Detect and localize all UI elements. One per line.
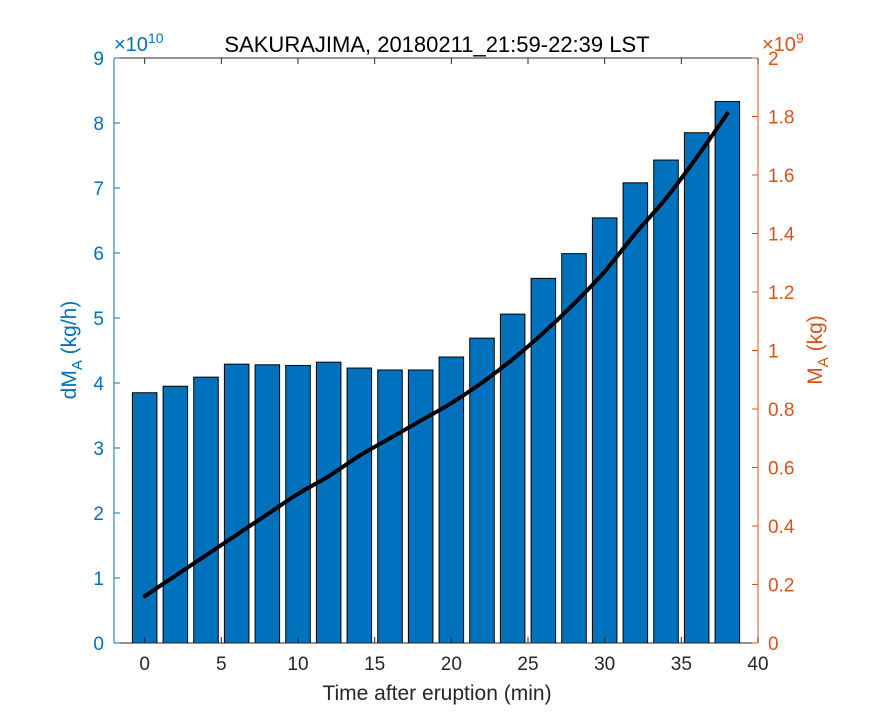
bar-14 — [346, 367, 373, 644]
bar-34 — [653, 159, 679, 644]
svg-text:×109: ×109 — [762, 30, 804, 56]
bar-0 — [131, 392, 158, 644]
bar-8 — [254, 364, 281, 644]
x-tick-label: 15 — [364, 654, 385, 675]
x-tick-label: 40 — [747, 654, 768, 675]
right-tick-label: 1.4 — [768, 225, 795, 246]
left-y-label-main: dM — [58, 370, 81, 399]
left-tick-label: 1 — [93, 569, 104, 590]
bar-24 — [499, 313, 526, 644]
right-exponent-label: ×109 — [762, 30, 804, 56]
left-tick-label: 2 — [93, 504, 104, 525]
left-tick-label: 8 — [93, 114, 104, 135]
bar-28 — [561, 253, 587, 644]
left-tick-label: 4 — [93, 374, 104, 395]
right-y-label-sub: A — [815, 357, 832, 367]
right-tick-label: 1.2 — [768, 283, 794, 304]
svg-text:×1010: ×1010 — [114, 30, 164, 56]
x-axis-label: Time after eruption (min) — [322, 682, 551, 705]
bar-32 — [622, 182, 649, 644]
right-exponent-prefix: ×10 — [762, 34, 796, 56]
right-exponent-power: 9 — [796, 30, 804, 46]
bar-12 — [315, 361, 342, 644]
axes: 0 5 10 15 20 25 30 35 40012345678900.20.40.60.81… — [93, 49, 794, 675]
left-exponent-label: ×1010 — [114, 30, 164, 56]
left-tick-label: 6 — [93, 244, 104, 265]
left-y-axis-label: dMA (kg/h) — [58, 301, 86, 400]
left-y-label-sub: A — [69, 360, 86, 370]
left-tick-label: 5 — [93, 309, 104, 330]
right-tick-label: 1.6 — [768, 166, 794, 187]
right-y-label-rest: (kg) — [804, 315, 827, 357]
x-tick-label: 10 — [287, 654, 308, 675]
left-y-label-rest: (kg/h) — [58, 301, 81, 361]
right-tick-label: 0.6 — [768, 459, 794, 480]
chart-title: SAKURAJIMA, 20180211_21:59-22:39 LST — [224, 32, 649, 57]
bar-16 — [377, 369, 403, 644]
left-tick-label: 3 — [93, 439, 104, 460]
left-tick-label: 9 — [93, 49, 104, 70]
bar-6 — [223, 363, 250, 644]
bar-series — [131, 101, 741, 644]
right-tick-label: 2 — [768, 49, 779, 70]
x-tick-label: 30 — [594, 654, 615, 675]
bar-38 — [714, 101, 741, 644]
bar-4 — [193, 376, 219, 644]
left-exponent-power: 10 — [148, 30, 164, 46]
left-tick-label: 0 — [93, 634, 104, 655]
right-tick-label: 1 — [768, 342, 779, 363]
bar-2 — [162, 385, 189, 644]
cumulative-mass-line — [142, 111, 730, 599]
right-y-label-main: M — [804, 367, 827, 385]
bar-10 — [285, 364, 311, 644]
right-tick-label: 0.8 — [768, 400, 794, 421]
bar-18 — [407, 369, 434, 644]
right-y-axis-label: MA (kg) — [804, 315, 832, 385]
x-tick-label: 0 — [139, 654, 150, 675]
left-tick-label: 7 — [93, 179, 104, 200]
left-exponent-prefix: ×10 — [114, 34, 148, 56]
right-tick-label: 0 — [768, 634, 779, 655]
x-tick-label: 5 — [216, 654, 227, 675]
right-tick-label: 0.2 — [768, 576, 794, 597]
bar-36 — [683, 132, 710, 644]
right-tick-label: 0.4 — [768, 517, 795, 538]
x-tick-label: 20 — [441, 654, 462, 675]
right-tick-label: 1.8 — [768, 108, 794, 129]
x-tick-label: 25 — [517, 654, 538, 675]
x-tick-label: 35 — [671, 654, 692, 675]
